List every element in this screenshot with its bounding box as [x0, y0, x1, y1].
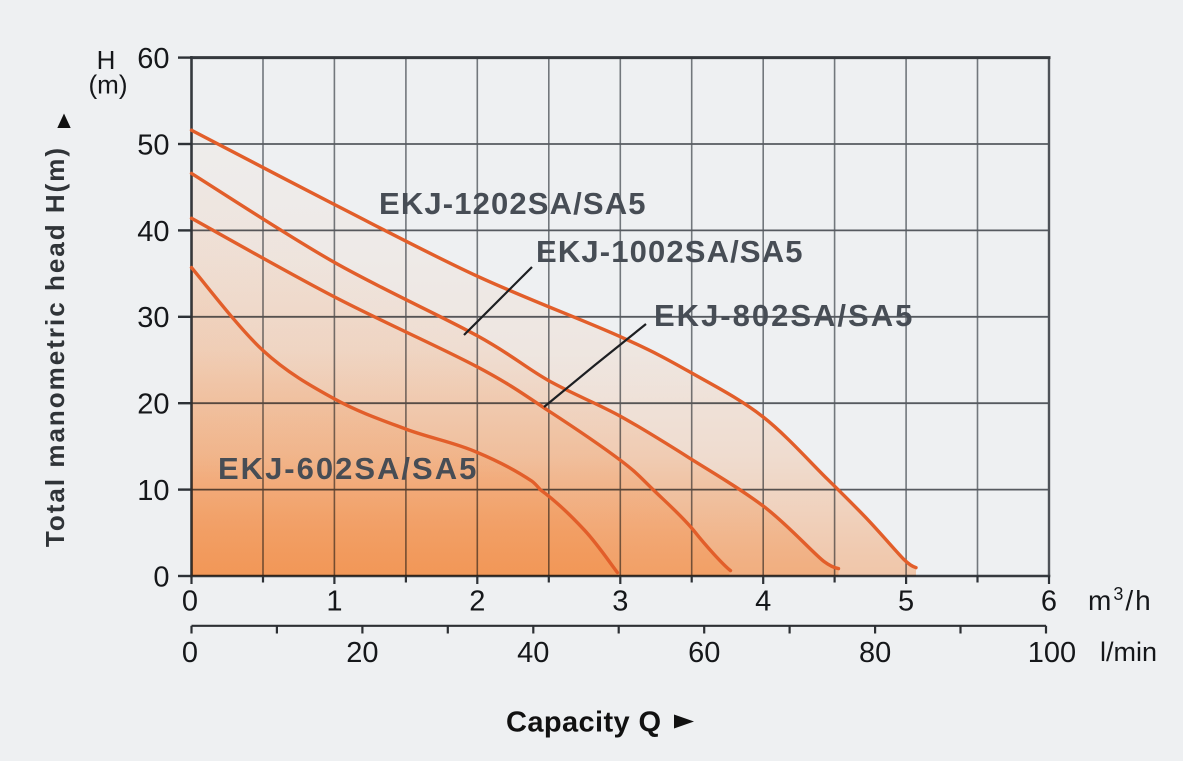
- svg-text:50: 50: [137, 129, 169, 161]
- svg-text:l/min: l/min: [1100, 637, 1157, 667]
- svg-text:10: 10: [137, 475, 169, 507]
- svg-text:60: 60: [137, 43, 169, 75]
- svg-text:100: 100: [1028, 637, 1076, 669]
- svg-text:H: H: [97, 45, 116, 75]
- svg-text:20: 20: [137, 389, 169, 421]
- svg-text:80: 80: [859, 637, 891, 669]
- svg-text:40: 40: [137, 216, 169, 248]
- svg-text:5: 5: [898, 586, 914, 618]
- svg-text:1: 1: [326, 586, 342, 618]
- svg-text:m3/h: m3/h: [1088, 584, 1153, 616]
- svg-text:4: 4: [755, 586, 771, 618]
- svg-text:Total manometric head H(m): Total manometric head H(m): [40, 146, 70, 547]
- svg-text:EKJ-802SA/SA5: EKJ-802SA/SA5: [654, 298, 914, 333]
- svg-text:30: 30: [137, 302, 169, 334]
- svg-text:20: 20: [346, 637, 378, 669]
- svg-text:2: 2: [469, 586, 485, 618]
- svg-text:40: 40: [517, 637, 549, 669]
- svg-text:3: 3: [612, 586, 628, 618]
- svg-text:6: 6: [1041, 586, 1057, 618]
- svg-text:0: 0: [153, 561, 169, 593]
- svg-text:(m): (m): [89, 70, 128, 100]
- svg-text:0: 0: [182, 586, 198, 618]
- svg-text:EKJ-1002SA/SA5: EKJ-1002SA/SA5: [536, 234, 804, 269]
- svg-text:EKJ-602SA/SA5: EKJ-602SA/SA5: [218, 451, 478, 486]
- svg-text:0: 0: [182, 637, 198, 669]
- svg-text:60: 60: [688, 637, 720, 669]
- svg-text:Capacity Q: Capacity Q: [506, 707, 662, 739]
- svg-text:EKJ-1202SA/SA5: EKJ-1202SA/SA5: [379, 186, 647, 221]
